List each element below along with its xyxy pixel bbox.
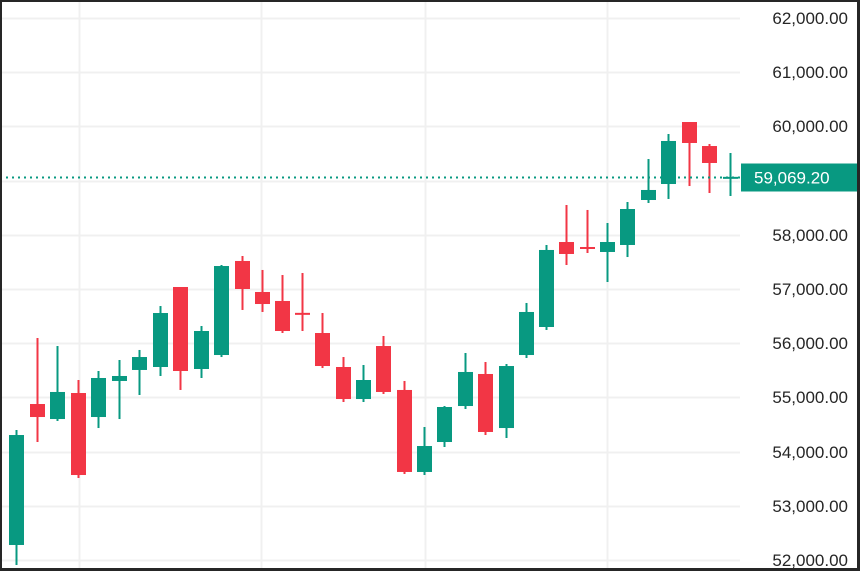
bearish-candle[interactable] (336, 357, 351, 403)
candle-body (580, 246, 595, 249)
price-axis-label: 58,000.00 (772, 226, 848, 245)
bearish-candle[interactable] (173, 286, 188, 390)
price-axis-label: 55,000.00 (772, 388, 848, 407)
bullish-candle[interactable] (661, 133, 676, 199)
bullish-candle[interactable] (356, 364, 371, 403)
bullish-candle[interactable] (9, 429, 24, 565)
candle-body (397, 389, 412, 472)
bearish-candle[interactable] (255, 269, 270, 312)
candle-body (255, 291, 270, 305)
candle-body (519, 311, 534, 356)
bearish-candle[interactable] (376, 335, 391, 394)
candle-body (539, 249, 554, 327)
candle-body (315, 333, 330, 367)
candle-body (559, 242, 574, 254)
bullish-candle[interactable] (458, 353, 473, 409)
candle-body (478, 373, 493, 432)
candle-body (71, 393, 86, 476)
candle-body (336, 366, 351, 400)
bullish-candle[interactable] (499, 364, 514, 438)
bullish-candle[interactable] (723, 153, 738, 196)
bullish-candle[interactable] (50, 346, 65, 421)
bearish-candle[interactable] (235, 255, 250, 310)
candle-body (437, 406, 452, 443)
candle-body (376, 346, 391, 392)
bearish-candle[interactable] (30, 337, 45, 443)
price-axis-label: 61,000.00 (772, 63, 848, 82)
bullish-candle[interactable] (194, 326, 209, 378)
bearish-candle[interactable] (682, 122, 697, 187)
bearish-candle[interactable] (702, 144, 717, 194)
bearish-candle[interactable] (275, 275, 290, 334)
candle-body (499, 366, 514, 429)
last-price-value: 59,069.20 (754, 169, 830, 188)
candle-body (132, 357, 147, 370)
price-axis[interactable]: 52,000.00 53,000.00 54,000.00 55,000.00 56,0… (772, 9, 848, 570)
candle-body (641, 189, 656, 201)
bearish-candle[interactable] (71, 380, 86, 478)
candle-body (194, 331, 209, 369)
bullish-candle[interactable] (437, 406, 452, 447)
price-axis-label: 56,000.00 (772, 334, 848, 353)
price-axis-label: 62,000.00 (772, 9, 848, 28)
candle-body (682, 122, 697, 143)
bearish-candle[interactable] (580, 209, 595, 254)
candle-body (620, 209, 635, 245)
last-price-badge (741, 163, 857, 192)
candle-body (458, 371, 473, 407)
bullish-candle[interactable] (132, 349, 147, 396)
bullish-candle[interactable] (600, 222, 615, 283)
bearish-candle[interactable] (478, 362, 493, 436)
bullish-candle[interactable] (539, 244, 554, 330)
candle-body (50, 391, 65, 420)
price-axis-label: 57,000.00 (772, 280, 848, 299)
bullish-candle[interactable] (214, 264, 229, 358)
price-axis-label: 53,000.00 (772, 497, 848, 516)
candle-body (112, 375, 127, 381)
candle-body (417, 446, 432, 472)
candle-body (235, 260, 250, 289)
bearish-candle[interactable] (559, 204, 574, 265)
candle-body (661, 140, 676, 185)
bullish-candle[interactable] (112, 360, 127, 420)
candle-body (600, 242, 615, 252)
candle-body (702, 146, 717, 163)
bullish-candle[interactable] (519, 302, 534, 358)
bullish-candle[interactable] (417, 426, 432, 476)
candle-body (214, 266, 229, 356)
bearish-candle[interactable] (397, 380, 412, 474)
bullish-candle[interactable] (153, 306, 168, 376)
candles (9, 122, 738, 565)
candle-body (295, 312, 310, 315)
candle-body (9, 435, 24, 545)
candle-body (153, 313, 168, 367)
bullish-candle[interactable] (641, 159, 656, 203)
grid-lines (2, 2, 740, 568)
price-axis-label: 60,000.00 (772, 117, 848, 136)
candle-body (30, 404, 45, 418)
bullish-candle[interactable] (91, 371, 106, 429)
candle-body (356, 380, 371, 400)
bullish-candle[interactable] (620, 202, 635, 258)
price-axis-label: 54,000.00 (772, 443, 848, 462)
price-axis-label: 52,000.00 (772, 551, 848, 570)
candle-body (723, 176, 738, 179)
last-price-label: 59,069.20 (741, 163, 857, 192)
candle-body (91, 377, 106, 418)
bearish-candle[interactable] (315, 313, 330, 369)
bearish-candle[interactable] (295, 273, 310, 332)
candle-body (173, 286, 188, 372)
candle-body (275, 300, 290, 332)
